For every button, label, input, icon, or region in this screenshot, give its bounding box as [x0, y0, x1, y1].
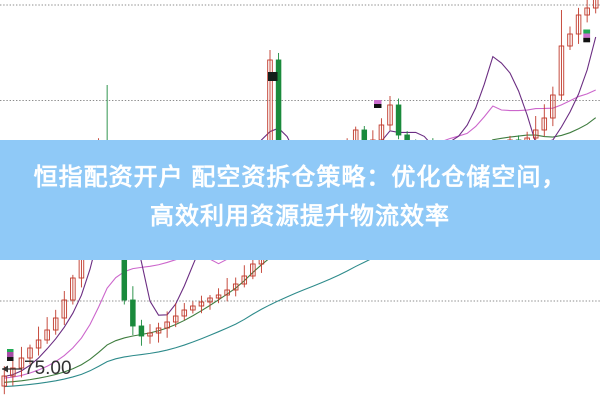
svg-text:75.00: 75.00 — [24, 358, 72, 379]
